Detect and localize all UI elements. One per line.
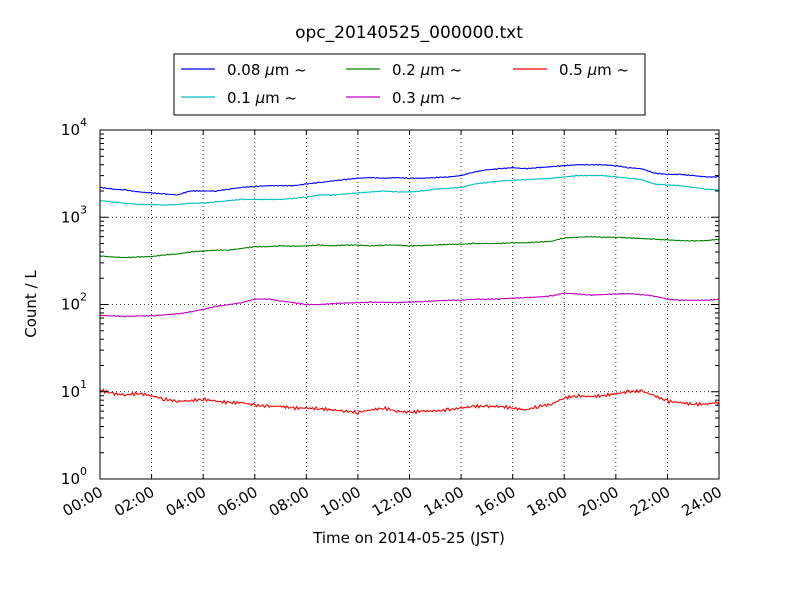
- x-tick-label: 18:00: [524, 483, 570, 520]
- series-line-0.5: [99, 388, 720, 415]
- y-tick-label: 10: [61, 470, 80, 488]
- series-line-0.08: [99, 163, 720, 196]
- y-tick-label: 10: [61, 296, 80, 314]
- x-tick-label: 14:00: [421, 483, 467, 520]
- x-tick-label: 24:00: [679, 483, 725, 520]
- series-line-0.3: [99, 292, 720, 318]
- axis-ticks: [99, 129, 720, 480]
- series-lines: [99, 163, 720, 415]
- chart-title: opc_20140525_000000.txt: [295, 23, 523, 43]
- y-tick-exponent: 3: [80, 203, 87, 216]
- x-tick-label: 12:00: [369, 483, 415, 520]
- grid-lines: [100, 130, 719, 479]
- x-tick-label: 04:00: [163, 483, 209, 520]
- y-axis-label: Count / L: [22, 270, 40, 338]
- x-axis-label: Time on 2014-05-25 (JST): [312, 529, 505, 547]
- x-tick-label: 08:00: [266, 483, 312, 520]
- x-tick-label: 02:00: [111, 483, 157, 520]
- x-tick-label: 00:00: [60, 483, 106, 520]
- y-tick-label: 10: [61, 208, 80, 226]
- legend-label: 0.2 μm ~: [392, 61, 462, 79]
- y-tick-exponent: 0: [80, 465, 87, 478]
- legend-label: 0.3 μm ~: [392, 89, 462, 107]
- y-tick-label: 10: [61, 383, 80, 401]
- y-tick-exponent: 4: [80, 116, 87, 129]
- series-line-0.1: [99, 174, 719, 206]
- x-tick-label: 20:00: [575, 483, 621, 520]
- legend-box: [173, 53, 646, 116]
- y-tick-exponent: 2: [80, 291, 87, 304]
- x-tick-label: 10:00: [317, 483, 363, 520]
- legend-label: 0.1 μm ~: [227, 89, 297, 107]
- legend-label: 0.08 μm ~: [227, 61, 307, 79]
- y-tick-label: 10: [61, 121, 80, 139]
- x-tick-label: 16:00: [472, 483, 518, 520]
- x-tick-label: 06:00: [214, 483, 260, 520]
- legend-label: 0.5 μm ~: [559, 61, 629, 79]
- x-tick-labels: 00:00 02:00 04:00 06:00 08:00 10:00 12:00 14:00…: [60, 483, 725, 520]
- legend: 0.08 μm ~ 0.2 μm ~ 0.5 μm ~ 0.1 μm ~ 0.3 μm …: [173, 53, 646, 116]
- y-tick-exponent: 1: [80, 378, 87, 391]
- x-tick-label: 22:00: [627, 483, 673, 520]
- series-line-0.2: [99, 235, 720, 259]
